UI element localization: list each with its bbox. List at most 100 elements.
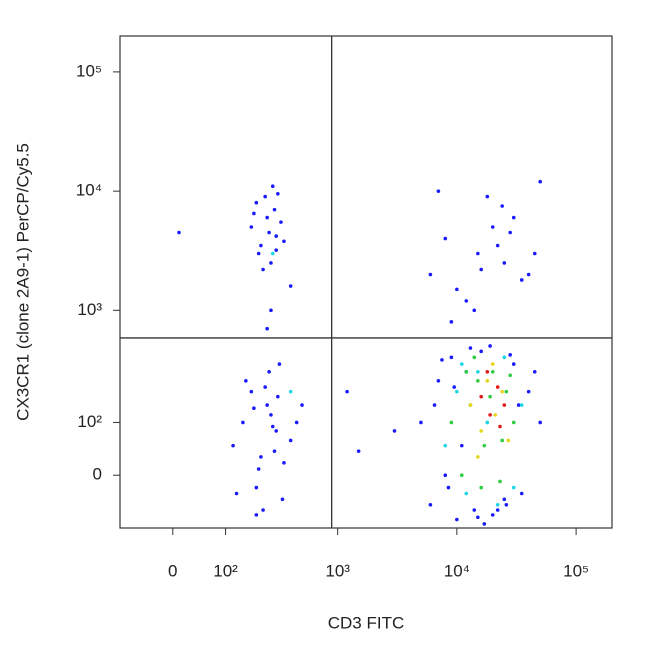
data-point [261,267,265,272]
data-point [263,385,267,389]
y-tick-label: 10² [77,412,102,431]
plot-frame [119,35,613,529]
data-point [274,248,278,252]
data-point [279,220,283,224]
data-point [455,517,459,522]
data-point [443,443,448,448]
data-point [479,429,483,433]
data-point [506,438,511,443]
data-point [532,370,537,374]
data-point [488,394,492,399]
data-point [294,420,299,425]
data-point [526,272,531,277]
data-point [345,389,349,394]
data-point [519,403,524,407]
x-tick-label: 10² [213,561,238,580]
data-point [263,194,267,199]
data-point [256,251,261,256]
data-point [476,251,480,256]
data-point [270,184,275,189]
data-point [508,373,512,378]
data-point [472,508,477,512]
data-point [472,355,477,360]
x-tick-label: 10⁵ [563,561,589,580]
data-point [495,385,500,389]
data-point [449,320,454,324]
data-point [272,207,277,212]
data-point [488,413,492,417]
data-point [440,358,444,362]
y-tick-label: 0 [93,465,102,484]
data-point [259,243,263,248]
data-point [276,192,280,196]
y-axis-label: CX3CR1 (clone 2A9-1) PerCP/Cy5.5 [13,143,32,421]
data-point [479,267,483,272]
data-point [508,353,512,357]
data-point [459,473,464,478]
y-tick-label: 10⁵ [76,61,102,80]
data-point [452,385,456,389]
data-point [249,389,254,394]
data-point [252,211,256,216]
data-point [280,497,285,502]
data-point [254,200,259,205]
data-point [249,225,254,229]
data-point [500,389,504,394]
data-point [504,389,509,394]
data-point [300,403,304,407]
data-point [267,370,271,374]
data-point [519,278,524,282]
data-point [449,420,454,425]
data-point [479,349,483,354]
data-point [356,449,361,453]
data-point [526,389,531,394]
data-point [254,513,259,517]
data-point [270,424,275,429]
data-point [254,485,259,490]
data-point [511,420,516,425]
data-point [502,403,507,407]
data-point [502,261,507,265]
data-point [436,189,441,193]
data-point [419,420,423,425]
data-point [252,406,256,410]
data-point [464,491,469,496]
data-point [270,251,275,256]
data-point [495,243,500,248]
data-point [479,485,483,490]
x-tick-label: 10⁴ [444,561,470,580]
data-point [485,420,490,425]
data-point [436,379,441,383]
data-point [443,473,448,478]
data-point [177,230,181,235]
data-point [468,403,473,407]
data-point [464,299,469,303]
data-point [265,215,269,220]
data-point [495,502,500,507]
x-axis-label: CD3 FITC [328,613,405,632]
data-point [482,443,487,448]
data-point [488,344,492,348]
data-point [490,370,495,374]
data-point [265,326,269,331]
data-point [282,461,286,465]
data-point [265,403,269,407]
data-point [498,479,502,484]
data-point [269,413,273,417]
data-point [428,272,433,277]
data-point [476,455,480,459]
data-point [498,424,502,429]
data-point [288,438,293,443]
data-point [493,413,498,417]
data-point [259,455,263,459]
y-tick-label: 10³ [77,300,102,319]
y-tick-label: 10⁴ [76,181,102,200]
data-point [234,491,239,496]
data-point [502,355,507,360]
data-point [241,420,245,425]
data-point [277,362,282,366]
data-point [269,261,273,265]
data-point [511,485,516,490]
data-point [464,370,469,374]
